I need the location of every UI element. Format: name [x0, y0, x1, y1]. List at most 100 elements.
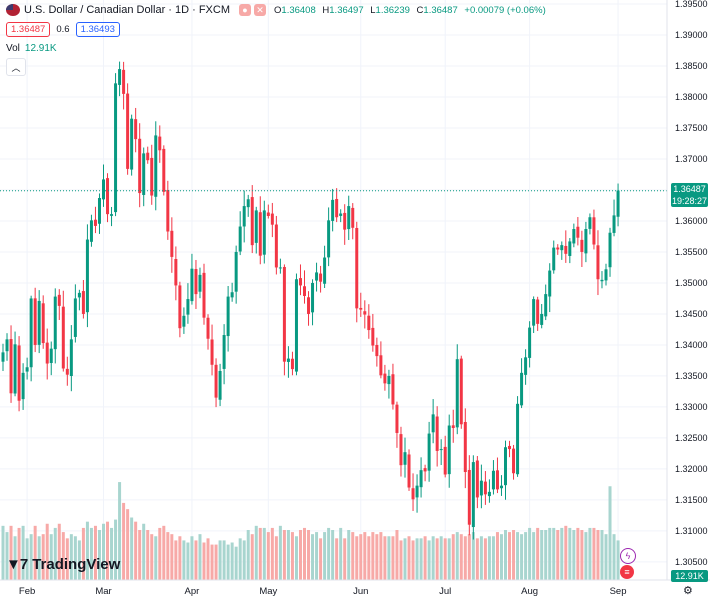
volume-bar	[311, 534, 315, 580]
volume-bar	[540, 530, 544, 580]
candle-body	[407, 454, 411, 488]
last-price-value: 1.36487	[673, 184, 706, 194]
eye-icon[interactable]: ●	[239, 4, 252, 16]
volume-bar	[584, 532, 588, 580]
volume-bar	[351, 532, 355, 580]
price-tick-label: 1.31000	[675, 526, 708, 536]
candle-body	[608, 232, 612, 268]
candle-body	[387, 375, 391, 385]
price-axis[interactable]: 1.30500 1.31000 1.31500 1.32000 1.32500 1.330…	[675, 0, 708, 567]
candle-body	[343, 212, 347, 230]
volume-bar	[423, 536, 427, 580]
candle-body	[226, 296, 230, 337]
volume-bar	[57, 523, 61, 580]
volume-bar	[274, 536, 278, 580]
volume-bar	[73, 536, 77, 580]
candle-body	[395, 404, 399, 433]
symbol-title[interactable]: U.S. Dollar / Canadian Dollar · 1D · FXC…	[24, 4, 231, 16]
volume-bar	[552, 527, 556, 580]
sell-price-box[interactable]: 1.36487	[6, 22, 51, 37]
candle-body	[335, 198, 339, 218]
volume-bar	[138, 530, 142, 580]
candle-body	[516, 403, 520, 475]
candle-body	[13, 344, 17, 394]
volume-bar	[1, 525, 5, 580]
candle-body	[262, 210, 266, 255]
candle-body	[600, 279, 604, 282]
candle-body	[568, 241, 572, 256]
gear-icon[interactable]: ⚙	[683, 585, 693, 597]
candle-body	[580, 239, 584, 252]
volume-bar	[65, 538, 69, 580]
candle-body	[491, 470, 495, 490]
candle-body	[49, 348, 53, 363]
price-tick-label: 1.38000	[675, 92, 708, 102]
candle-body	[73, 298, 77, 337]
volume-label[interactable]: Vol	[6, 43, 20, 54]
candle-body	[118, 69, 122, 85]
volume-bar	[508, 532, 512, 580]
candle-body	[499, 485, 503, 489]
candle-body	[528, 327, 532, 358]
candle-body	[130, 118, 134, 170]
volume-bar	[532, 532, 536, 580]
flag-stack-icon[interactable]: ≡	[620, 565, 634, 579]
volume-bar	[427, 540, 431, 580]
collapse-legend-button[interactable]: ︿	[6, 58, 26, 76]
candle-body	[286, 358, 290, 362]
volume-bar	[395, 530, 399, 580]
candle-body	[367, 315, 371, 331]
volume-bar	[242, 540, 246, 580]
time-axis[interactable]: Feb Mar Apr May Jun Jul Aug Sep	[19, 586, 627, 597]
candle-body	[375, 344, 379, 357]
volume-bar	[556, 530, 560, 580]
volume-bar	[142, 523, 146, 580]
candle-body	[37, 300, 41, 345]
candle-body	[307, 297, 311, 314]
candle-body	[178, 285, 182, 329]
close-icon[interactable]: ✕	[254, 4, 267, 16]
price-tick-label: 1.38500	[675, 61, 708, 71]
price-tick-label: 1.34000	[675, 340, 708, 350]
candle-body	[560, 245, 564, 251]
candle-body	[194, 269, 198, 295]
candle-body	[439, 449, 443, 451]
volume-bar	[174, 540, 178, 580]
volume-bar	[5, 532, 9, 580]
candle-body	[1, 352, 5, 362]
volume-bar	[600, 530, 604, 580]
candle-body	[186, 299, 190, 315]
volume-bar	[564, 525, 568, 580]
tradingview-logo[interactable]: ▼7 TradingView	[6, 556, 120, 573]
candle-body	[158, 136, 162, 151]
lightning-icon[interactable]: ϟ	[620, 548, 636, 564]
volume-bar	[294, 536, 298, 580]
volume-bar	[359, 534, 363, 580]
candle-body	[142, 153, 146, 195]
ohlc-values: O1.36408 H1.36497 L1.36239 C1.36487 +0.0…	[274, 4, 546, 16]
time-tick-label: Jul	[439, 586, 451, 597]
symbol-legend: U.S. Dollar / Canadian Dollar · 1D · FXC…	[6, 4, 550, 16]
candle-body	[584, 229, 588, 254]
volume-bar	[491, 536, 495, 580]
candle-body	[218, 370, 222, 400]
candle-body	[238, 226, 242, 252]
buy-price-box[interactable]: 1.36493	[75, 22, 120, 37]
volume-bar	[483, 538, 487, 580]
volume-bar	[206, 538, 210, 580]
time-tick-label: Apr	[185, 586, 200, 597]
candle-body	[471, 462, 475, 528]
candle-body	[210, 339, 214, 365]
volume-bar	[415, 538, 419, 580]
volume-bar	[387, 536, 391, 580]
candle-body	[69, 339, 73, 376]
volume-bar	[226, 544, 230, 580]
volume-bar	[210, 544, 214, 580]
volume-bar	[21, 525, 25, 580]
volume-bar	[303, 527, 306, 580]
volume-bar	[93, 525, 97, 580]
candle-body	[556, 247, 560, 250]
volume-bar	[536, 527, 540, 580]
volume-bar	[475, 538, 479, 580]
